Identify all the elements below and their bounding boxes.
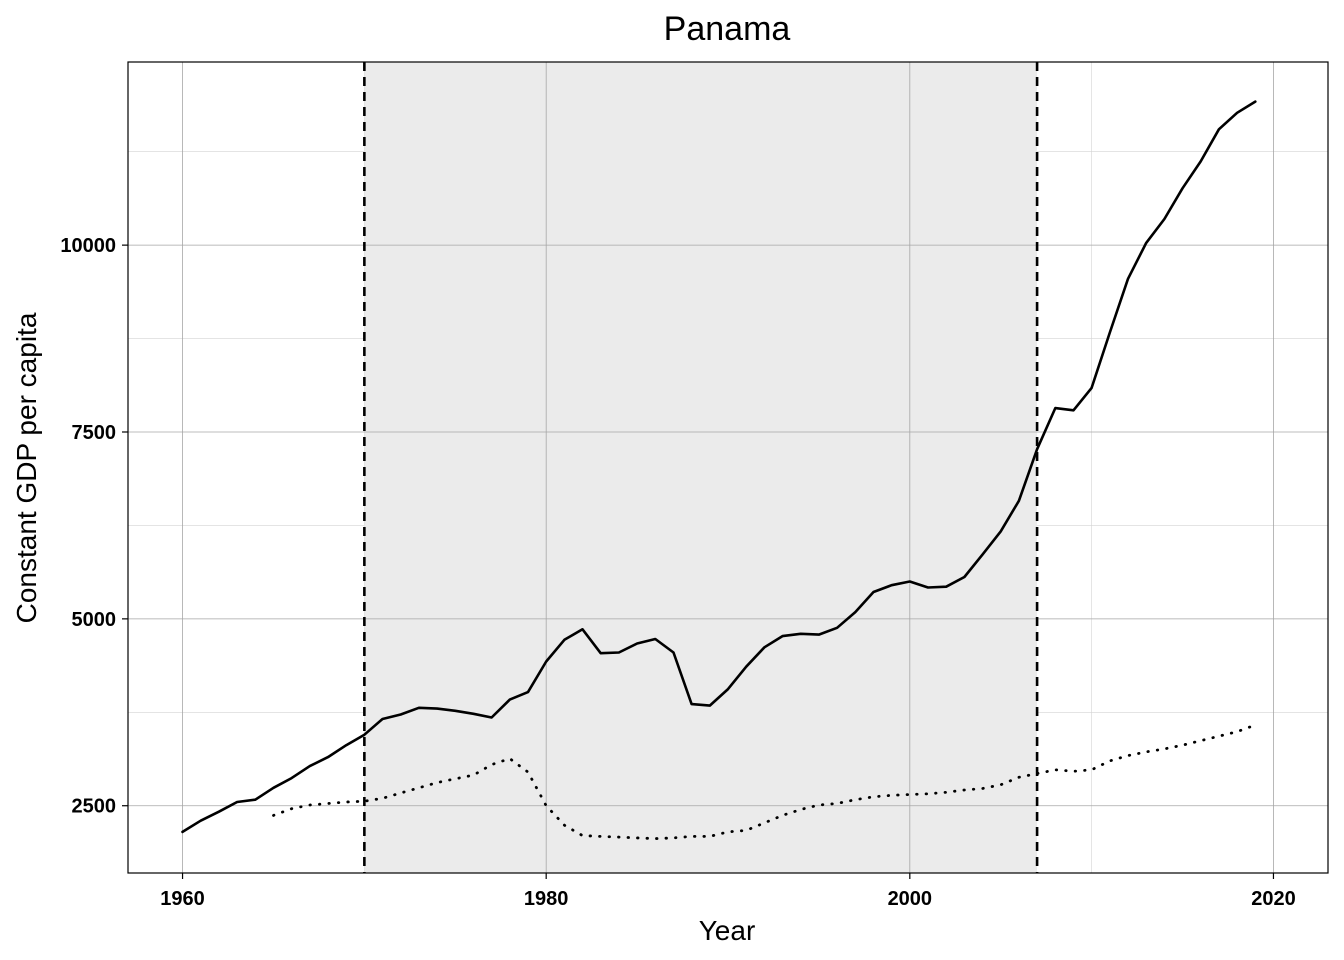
x-axis-ticks: 1960 1980 2000 2020 — [160, 873, 1296, 910]
y-axis-title: Constant GDP per capita — [11, 312, 42, 623]
period-boundary-lines — [363, 62, 1039, 873]
x-tick-label: 1960 — [160, 888, 205, 910]
solid-series-line — [181, 100, 1257, 834]
plot-panel-border — [127, 61, 1329, 874]
y-tick-label: 5000 — [72, 609, 117, 631]
y-tick-label: 2500 — [72, 796, 117, 818]
y-axis-ticks: 2500 5000 7500 10000 — [60, 235, 128, 818]
shaded-period — [364, 62, 1038, 873]
x-tick-label: 2020 — [1251, 888, 1296, 910]
x-axis-title: Year — [699, 915, 756, 946]
x-tick-label: 1980 — [524, 888, 569, 910]
major-gridlines — [128, 62, 1328, 873]
chart-title: Panama — [664, 10, 791, 48]
x-tick-label: 2000 — [888, 888, 933, 910]
y-tick-label: 7500 — [72, 422, 117, 444]
data-series — [181, 100, 1257, 840]
y-tick-label: 10000 — [60, 235, 116, 257]
